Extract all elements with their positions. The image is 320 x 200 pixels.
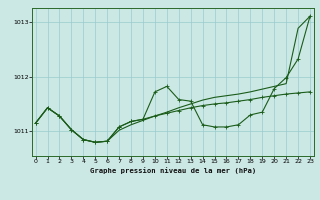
X-axis label: Graphe pression niveau de la mer (hPa): Graphe pression niveau de la mer (hPa) <box>90 167 256 174</box>
